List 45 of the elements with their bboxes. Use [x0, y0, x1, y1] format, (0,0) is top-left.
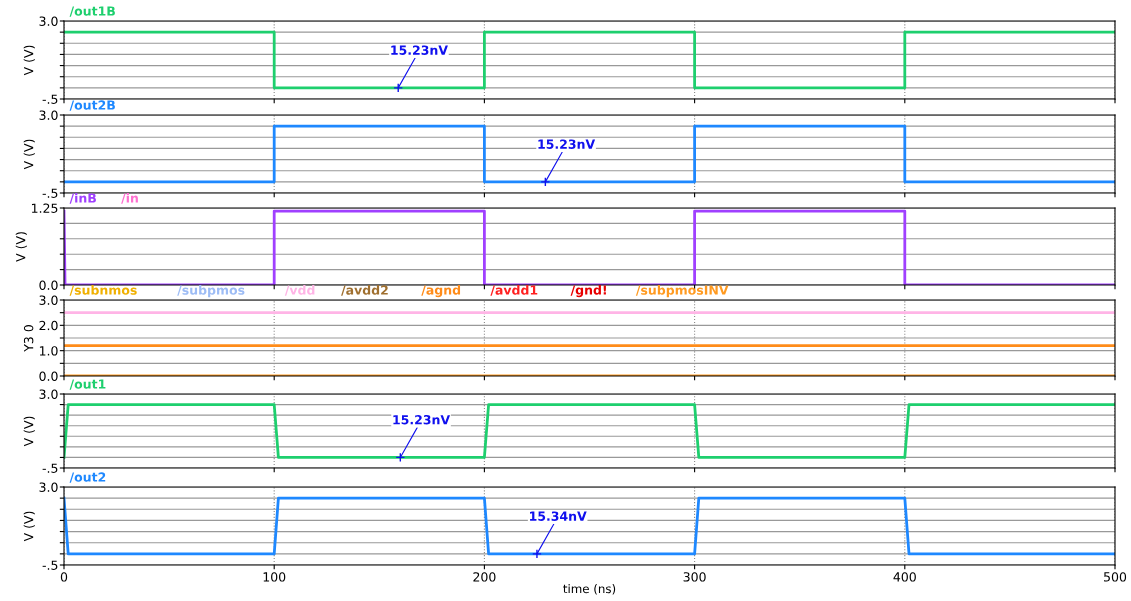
series-label: /out1B [69, 6, 115, 17]
y-tick-label: 3.0 [39, 16, 58, 26]
y-tick-label: 0.0 [39, 371, 58, 381]
y-tick-label: 1.25 [31, 203, 58, 213]
x-tick-label: 400 [893, 572, 916, 582]
series-label: /out1 [69, 379, 106, 390]
y-tick-label: 3.0 [39, 295, 58, 305]
x-tick-label: 300 [683, 572, 706, 582]
y-axis-title: V (V) [23, 416, 35, 447]
y-axis-title: Y3 0 [23, 325, 34, 352]
annotation: 15.23nV [393, 415, 451, 425]
legend-label: /avdd1 [490, 285, 538, 296]
y-tick-label: 2.0 [39, 320, 58, 331]
x-tick-label: 100 [263, 572, 286, 582]
y-axis-title: V (V) [23, 45, 35, 76]
legend-label: /subnmos [69, 285, 137, 296]
series-label: /out2 [69, 472, 106, 483]
text: /out2B [69, 100, 115, 111]
series-label: /inB [69, 193, 96, 204]
legend-label: /subpmos [177, 285, 245, 298]
legend-label: /gnd! [570, 285, 606, 298]
annotation: 15.34nV [530, 511, 587, 521]
legend-label: /in [121, 193, 138, 204]
y-tick-label: 1.0 [39, 346, 58, 356]
y-tick-label: 3.0 [39, 389, 58, 399]
y-tick-label: -.5 [42, 94, 58, 104]
y-tick-label: -.5 [42, 188, 58, 198]
annotation: 15.23nV [391, 45, 448, 55]
y-tick-label: 3.0 [39, 110, 58, 120]
x-tick-label: 500 [1104, 572, 1127, 582]
y-tick-label: 0.0 [39, 280, 58, 290]
y-tick-label: -.5 [42, 463, 58, 473]
x-tick-label: 200 [473, 572, 496, 582]
annotation: 15.23nV [538, 139, 596, 149]
y-axis-title: V (V) [23, 511, 35, 542]
text: /subpmosINV [635, 285, 729, 298]
series-label: /vdd [284, 285, 315, 296]
x-tick-label: 0 [60, 572, 68, 582]
text: /agnd [421, 285, 461, 298]
legend-label: /avdd2 [341, 285, 388, 296]
y-tick-label: 3.0 [39, 482, 58, 492]
y-tick-label: -.5 [42, 560, 58, 570]
y-axis-title: V (V) [23, 139, 35, 170]
x-axis-title: time (ns) [563, 584, 616, 595]
y-axis-title: V (V) [15, 232, 27, 262]
